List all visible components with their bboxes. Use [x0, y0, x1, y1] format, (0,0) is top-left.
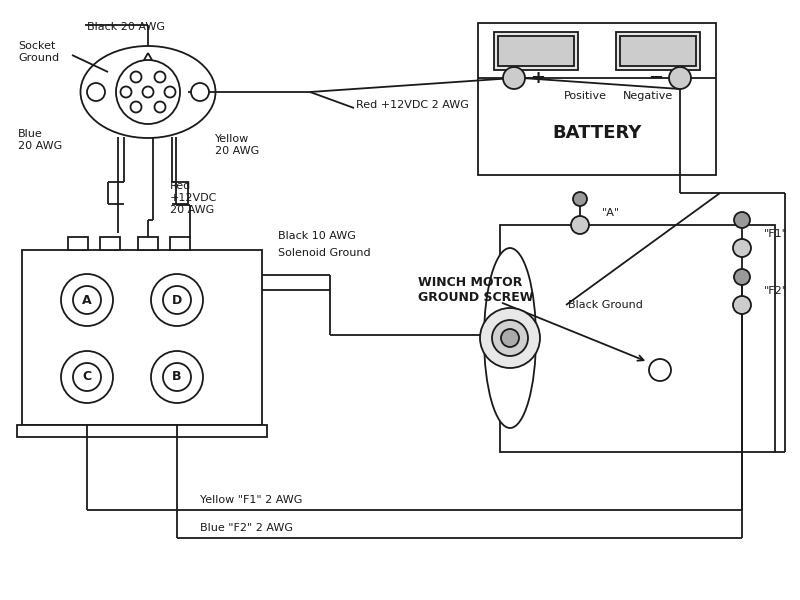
Circle shape: [165, 86, 175, 97]
Circle shape: [669, 67, 691, 89]
Circle shape: [151, 274, 203, 326]
Circle shape: [734, 212, 750, 228]
Bar: [478, 23, 716, 175]
Text: WINCH MOTOR
GROUND SCREW: WINCH MOTOR GROUND SCREW: [418, 276, 534, 304]
Circle shape: [151, 351, 203, 403]
Text: Blue
20 AWG: Blue 20 AWG: [18, 129, 62, 151]
Circle shape: [73, 363, 101, 391]
Bar: [22, 250, 262, 425]
Circle shape: [492, 320, 528, 356]
Bar: [494, 32, 578, 70]
Polygon shape: [500, 225, 775, 452]
Ellipse shape: [81, 46, 215, 138]
Text: Socket
Ground: Socket Ground: [18, 41, 59, 63]
Ellipse shape: [484, 248, 536, 428]
Circle shape: [116, 60, 180, 124]
Bar: [170, 237, 190, 250]
Circle shape: [154, 101, 166, 113]
Bar: [138, 237, 158, 250]
Text: Red
+12VDC
20 AWG: Red +12VDC 20 AWG: [170, 181, 218, 215]
Text: −: −: [649, 69, 663, 87]
Text: "A": "A": [602, 208, 620, 218]
Circle shape: [61, 351, 113, 403]
Text: Black 10 AWG: Black 10 AWG: [278, 231, 356, 241]
Circle shape: [480, 308, 540, 368]
Circle shape: [130, 101, 142, 113]
Text: Red +12VDC 2 AWG: Red +12VDC 2 AWG: [356, 100, 469, 110]
Text: Yellow
20 AWG: Yellow 20 AWG: [215, 134, 259, 156]
Text: "F2": "F2": [764, 286, 788, 296]
Circle shape: [571, 216, 589, 234]
Text: Black Ground: Black Ground: [568, 300, 643, 310]
Text: Solenoid Ground: Solenoid Ground: [278, 248, 370, 258]
Circle shape: [61, 274, 113, 326]
Circle shape: [733, 239, 751, 257]
Circle shape: [501, 329, 519, 347]
Circle shape: [130, 71, 142, 82]
Text: "F1": "F1": [764, 229, 788, 239]
Circle shape: [163, 363, 191, 391]
Circle shape: [73, 286, 101, 314]
Text: Blue "F2" 2 AWG: Blue "F2" 2 AWG: [200, 523, 293, 533]
Circle shape: [154, 71, 166, 82]
Text: Black 20 AWG: Black 20 AWG: [87, 22, 165, 32]
Text: Positive: Positive: [563, 91, 606, 101]
Bar: [68, 237, 88, 250]
Circle shape: [163, 286, 191, 314]
Text: BATTERY: BATTERY: [552, 124, 642, 142]
Text: +: +: [530, 69, 546, 87]
Text: Negative: Negative: [623, 91, 673, 101]
Circle shape: [121, 86, 131, 97]
Text: B: B: [172, 370, 182, 383]
Text: C: C: [82, 370, 91, 383]
Circle shape: [503, 67, 525, 89]
Circle shape: [573, 192, 587, 206]
Circle shape: [733, 296, 751, 314]
Text: Yellow "F1" 2 AWG: Yellow "F1" 2 AWG: [200, 495, 302, 505]
Circle shape: [649, 359, 671, 381]
Circle shape: [142, 86, 154, 97]
Bar: [17, 425, 267, 437]
Text: D: D: [172, 293, 182, 307]
Circle shape: [734, 269, 750, 285]
Bar: [100, 237, 120, 250]
Bar: [616, 32, 700, 70]
Circle shape: [191, 83, 209, 101]
Bar: [620, 36, 696, 66]
Bar: [498, 36, 574, 66]
Text: A: A: [82, 293, 92, 307]
Circle shape: [87, 83, 105, 101]
